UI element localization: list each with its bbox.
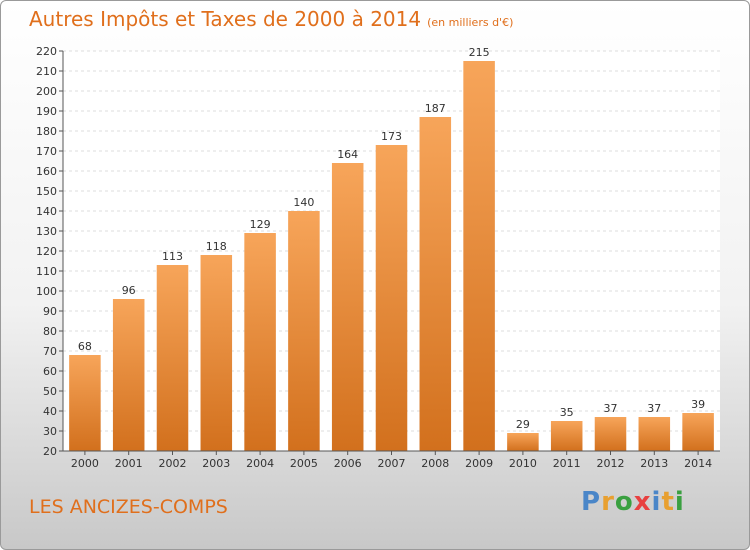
y-tick-label: 160 xyxy=(36,165,57,178)
y-tick-label: 130 xyxy=(36,225,57,238)
bar-2001 xyxy=(112,299,145,451)
bar-2008 xyxy=(419,117,452,451)
x-tick-label: 2007 xyxy=(378,457,406,470)
bar-value-label: 35 xyxy=(560,406,574,419)
x-tick-label: 2006 xyxy=(334,457,362,470)
bar-2010 xyxy=(507,433,539,451)
y-tick-label: 50 xyxy=(43,385,57,398)
x-tick-label: 2010 xyxy=(509,457,537,470)
y-tick-label: 150 xyxy=(36,185,57,198)
brand-letter: r xyxy=(601,487,615,517)
x-tick-label: 2001 xyxy=(115,457,143,470)
brand-letter: o xyxy=(614,487,634,517)
y-tick-label: 100 xyxy=(36,285,57,298)
x-tick-label: 2004 xyxy=(246,457,274,470)
y-tick-label: 80 xyxy=(43,325,57,338)
bars: 68 96 113 118 129 140 164 173 187 215 29 35 37 37 39 xyxy=(69,46,714,451)
y-tick-label: 20 xyxy=(43,445,57,458)
y-tick-label: 220 xyxy=(36,45,57,58)
bar-2002 xyxy=(156,265,189,451)
bar-2011 xyxy=(550,421,583,451)
y-tick-label: 190 xyxy=(36,105,57,118)
y-tick-label: 110 xyxy=(36,265,57,278)
y-tick-label: 210 xyxy=(36,65,57,78)
bar-2006 xyxy=(331,163,364,451)
bar-2009 xyxy=(463,61,495,451)
bar-value-label: 173 xyxy=(381,130,402,143)
x-tick-label: 2008 xyxy=(421,457,449,470)
x-tick-label: 2011 xyxy=(553,457,581,470)
y-tick-label: 200 xyxy=(36,85,57,98)
bar-2004 xyxy=(244,233,276,451)
x-tick-label: 2012 xyxy=(597,457,625,470)
bar-2014 xyxy=(682,413,714,451)
x-tick-label: 2000 xyxy=(71,457,99,470)
bar-2005 xyxy=(288,211,320,451)
y-tick-label: 170 xyxy=(36,145,57,158)
bar-value-label: 129 xyxy=(250,218,271,231)
y-axis-ticks: 20 30 40 50 60 70 80 90 100 110 120 130 140 150 160 170… xyxy=(36,45,63,458)
bar-2007 xyxy=(375,145,408,451)
bar-value-label: 187 xyxy=(425,102,446,115)
commune-name: LES ANCIZES-COMPS xyxy=(29,496,228,518)
bar-value-label: 37 xyxy=(647,402,661,415)
x-tick-label: 2003 xyxy=(202,457,230,470)
chart-unit: (en milliers d'€) xyxy=(427,16,514,29)
bar-value-label: 215 xyxy=(469,46,490,59)
x-axis-labels: 2000 2001 2002 2003 2004 2005 2006 2007 2008 2009… xyxy=(71,451,712,470)
x-tick-label: 2005 xyxy=(290,457,318,470)
bar-value-label: 113 xyxy=(162,250,183,263)
bar-value-label: 37 xyxy=(604,402,618,415)
bar-value-label: 164 xyxy=(337,148,358,161)
bar-value-label: 29 xyxy=(516,418,530,431)
bar-value-label: 96 xyxy=(122,284,136,297)
x-tick-label: 2009 xyxy=(465,457,493,470)
y-tick-label: 60 xyxy=(43,365,57,378)
bar-value-label: 39 xyxy=(691,398,705,411)
x-tick-label: 2013 xyxy=(640,457,668,470)
brand-letter: P xyxy=(581,487,602,517)
chart-title: Autres Impôts et Taxes de 2000 à 2014 xyxy=(29,7,422,31)
bar-value-label: 140 xyxy=(293,196,314,209)
y-tick-label: 40 xyxy=(43,405,57,418)
y-tick-label: 140 xyxy=(36,205,57,218)
y-tick-label: 30 xyxy=(43,425,57,438)
x-tick-label: 2014 xyxy=(684,457,712,470)
y-tick-label: 70 xyxy=(43,345,57,358)
bar-2012 xyxy=(594,417,627,451)
brand-letter: i xyxy=(674,487,685,517)
bar-value-label: 68 xyxy=(78,340,92,353)
brand-letter: t xyxy=(661,487,675,517)
bar-2013 xyxy=(638,417,671,451)
brand-letter: x xyxy=(633,487,652,517)
bar-2000 xyxy=(69,355,101,451)
x-tick-label: 2002 xyxy=(159,457,187,470)
y-tick-label: 180 xyxy=(36,125,57,138)
y-tick-label: 90 xyxy=(43,305,57,318)
bar-value-label: 118 xyxy=(206,240,227,253)
y-tick-label: 120 xyxy=(36,245,57,258)
page-title: Autres Impôts et Taxes de 2000 à 2014 (en… xyxy=(29,7,513,31)
proxiti-logo[interactable]: Proxiti xyxy=(581,487,685,517)
brand-letter: i xyxy=(651,487,662,517)
bar-2003 xyxy=(200,255,233,451)
